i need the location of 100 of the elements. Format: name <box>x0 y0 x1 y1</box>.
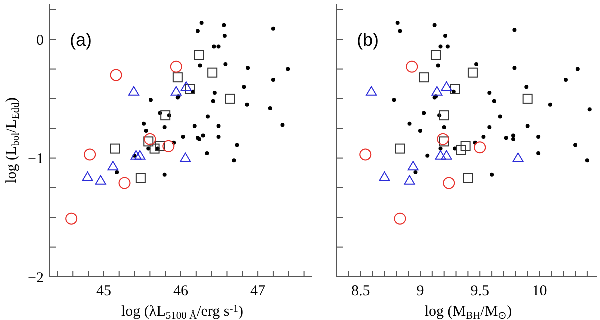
point <box>84 148 96 161</box>
point <box>201 134 206 138</box>
point <box>271 78 276 82</box>
point <box>444 34 448 38</box>
point <box>225 94 236 104</box>
point <box>474 62 479 67</box>
y-tick-label: −1 <box>28 152 44 168</box>
point <box>271 26 276 31</box>
point <box>245 102 250 107</box>
point <box>379 172 390 182</box>
point <box>419 72 430 83</box>
point <box>206 114 210 119</box>
point <box>144 129 148 134</box>
point <box>436 64 440 68</box>
point <box>406 60 418 73</box>
point <box>134 150 146 160</box>
point <box>216 124 221 128</box>
point <box>435 150 446 160</box>
point <box>396 20 400 25</box>
point <box>212 44 216 49</box>
point <box>232 158 236 163</box>
point <box>504 136 508 140</box>
point <box>439 136 450 147</box>
point <box>235 143 240 148</box>
point <box>208 68 218 78</box>
point <box>392 98 396 102</box>
point <box>242 85 246 90</box>
point <box>181 134 186 139</box>
point <box>432 86 443 96</box>
point <box>212 91 217 96</box>
point <box>408 161 419 171</box>
x-axis-title: log (M$_{BH}$/M$_{⊙}$) <box>424 304 512 320</box>
point <box>430 50 441 60</box>
point <box>192 124 197 128</box>
point <box>394 212 406 225</box>
point <box>66 212 78 225</box>
point <box>200 20 204 25</box>
annotation: (a) <box>70 30 92 51</box>
point <box>512 152 524 162</box>
point <box>463 173 474 184</box>
point <box>488 125 492 130</box>
point <box>162 125 167 130</box>
y-tick-label: −2 <box>28 270 44 286</box>
annotation: (b) <box>357 30 379 51</box>
point <box>205 152 210 156</box>
point <box>418 129 422 134</box>
point <box>196 29 200 34</box>
point <box>460 141 471 152</box>
y-tick-label: 0 <box>36 32 44 49</box>
point <box>432 23 437 28</box>
point <box>404 175 416 185</box>
point <box>198 64 202 68</box>
point <box>488 91 492 96</box>
point <box>536 152 541 156</box>
point <box>185 84 196 94</box>
x-axis-title: log (λL$_{5100 Å}$/erg s$^{-1}$) <box>122 304 244 320</box>
point <box>442 125 446 130</box>
point <box>441 150 452 160</box>
point <box>490 172 494 177</box>
point <box>211 99 216 104</box>
point <box>130 150 142 160</box>
point <box>172 72 183 83</box>
x-tick-label: 45 <box>96 284 112 300</box>
point <box>224 62 228 67</box>
point <box>146 146 151 151</box>
point <box>437 133 450 146</box>
point <box>452 90 456 94</box>
point <box>512 66 517 70</box>
point <box>438 146 443 151</box>
point <box>128 86 140 96</box>
point <box>408 122 412 126</box>
point <box>524 85 529 90</box>
point <box>443 177 456 190</box>
x-tick-label: 46 <box>174 284 189 300</box>
x-tick-label: 8.5 <box>351 284 370 300</box>
point <box>522 94 533 104</box>
point <box>456 144 466 155</box>
x-tick-label: 9.5 <box>470 284 490 300</box>
point <box>426 154 430 158</box>
point <box>180 152 192 162</box>
point <box>450 84 460 94</box>
point <box>95 175 106 185</box>
point <box>148 98 153 102</box>
point <box>155 141 166 152</box>
point <box>526 124 530 128</box>
x-tick-label: 10 <box>532 284 548 300</box>
point <box>574 143 578 148</box>
point <box>498 114 502 119</box>
point <box>512 134 516 138</box>
point <box>162 140 175 152</box>
point <box>108 161 119 171</box>
point <box>115 170 120 175</box>
x-tick-label: 47 <box>250 284 266 300</box>
point <box>142 122 146 126</box>
point <box>492 99 496 104</box>
point <box>360 148 372 161</box>
point <box>216 44 221 49</box>
point <box>144 136 154 147</box>
point <box>441 82 452 92</box>
point <box>422 111 426 116</box>
